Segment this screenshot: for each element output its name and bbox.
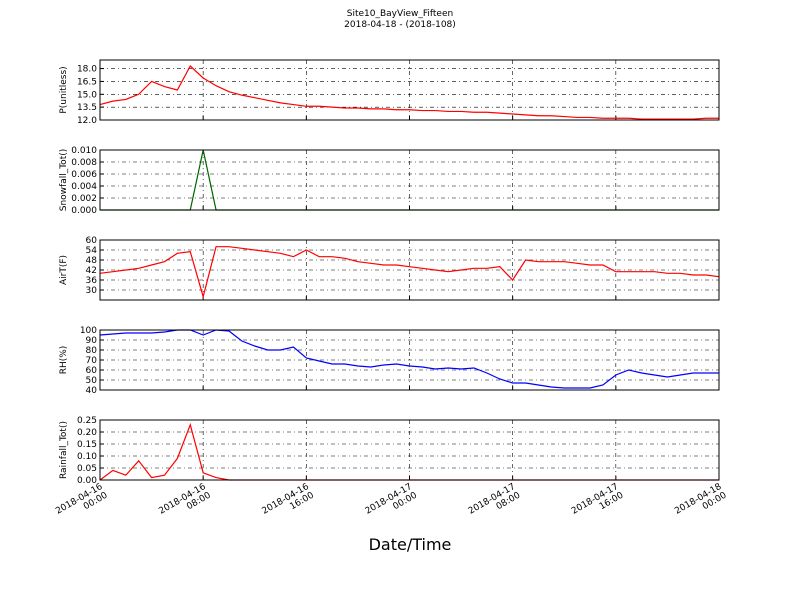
y-tick-label: 0.25: [77, 416, 97, 426]
y-tick-label: 0.05: [77, 464, 97, 474]
y-tick-label: 40: [86, 386, 98, 396]
y-axis-label: Rainfall_Tot(): [59, 421, 69, 479]
x-tick-label: 2018-04-1608:00: [157, 482, 213, 526]
data-line: [99, 329, 719, 389]
x-axis-label: Date/Time: [369, 535, 452, 554]
plot-frame: [99, 239, 720, 301]
y-tick-label: 70: [86, 356, 98, 366]
x-tick-label: 2018-04-1600:00: [54, 482, 110, 526]
y-tick-label: 0.008: [71, 158, 97, 168]
y-tick-label: 16.5: [77, 77, 97, 87]
y-tick-label: 60: [86, 236, 98, 246]
y-axis-label: Snowfall_Tot(): [59, 149, 69, 212]
y-tick-label: 0.10: [77, 452, 97, 462]
y-tick-label: 12.0: [77, 116, 97, 126]
y-tick-label: 42: [86, 266, 97, 276]
y-axis-label: P(unitless): [59, 66, 69, 113]
x-tick-label: 2018-04-1700:00: [364, 482, 420, 526]
y-tick-label: 54: [86, 246, 98, 256]
x-tick-label: 2018-04-1708:00: [467, 482, 523, 526]
y-tick-label: 0.20: [77, 428, 97, 438]
plot-frame: [99, 149, 720, 211]
y-tick-label: 13.5: [77, 103, 97, 113]
y-tick-label: 50: [86, 376, 98, 386]
y-tick-label: 0.00: [77, 476, 97, 486]
y-axis-label: RH(%): [59, 346, 69, 375]
y-axis-label: AirT(F): [59, 255, 69, 285]
data-line: [99, 65, 719, 120]
y-tick-label: 48: [86, 256, 98, 266]
y-tick-label: 0.15: [77, 440, 97, 450]
plot-frame: [99, 59, 720, 121]
y-tick-label: 0.004: [71, 182, 97, 192]
y-tick-label: 30: [86, 286, 98, 296]
y-tick-label: 80: [86, 346, 98, 356]
chart-title: Site10_BayView_Fifteen: [347, 9, 453, 19]
y-tick-label: 90: [86, 336, 98, 346]
y-tick-label: 100: [80, 326, 97, 336]
y-tick-label: 60: [86, 366, 98, 376]
y-tick-label: 15.0: [77, 90, 97, 100]
y-tick-label: 18.0: [77, 65, 97, 75]
chart-subtitle: 2018-04-18 - (2018-108): [344, 20, 456, 30]
x-tick-label: 2018-04-1716:00: [570, 482, 626, 526]
y-tick-label: 0.006: [71, 170, 97, 180]
y-tick-label: 0.000: [71, 206, 97, 216]
plot-frame: [99, 419, 720, 481]
y-tick-label: 0.010: [71, 146, 97, 156]
x-tick-label: 2018-04-1616:00: [261, 482, 317, 526]
y-tick-label: 0.002: [71, 194, 97, 204]
data-line: [99, 246, 720, 299]
x-tick-label: 2018-04-1800:00: [673, 482, 729, 526]
y-tick-label: 36: [86, 276, 98, 286]
plot-frame: [99, 329, 720, 391]
